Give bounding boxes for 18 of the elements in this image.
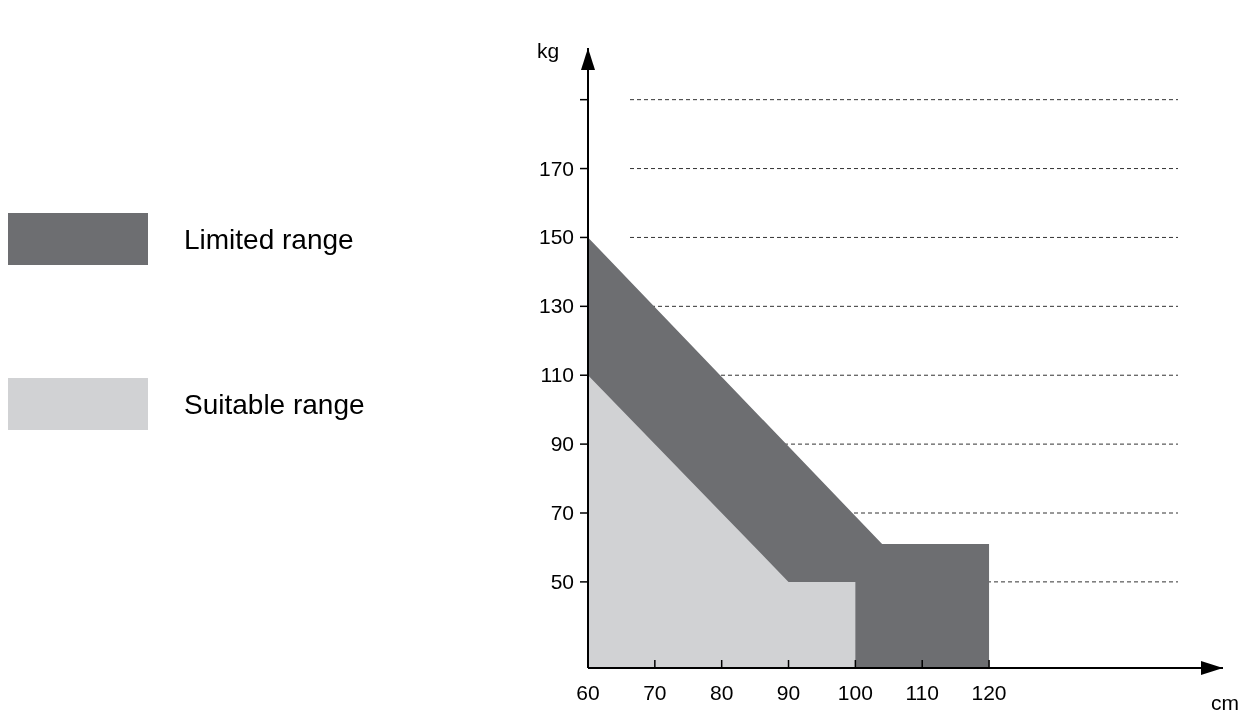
- x-tick-label: 60: [576, 681, 600, 704]
- x-tick-label: 90: [776, 681, 801, 704]
- legend-label: Suitable range: [184, 389, 365, 420]
- y-tick-label: 70: [550, 501, 574, 524]
- x-tick-label: 100: [837, 681, 873, 704]
- x-tick-label: 110: [905, 681, 939, 704]
- x-tick-label: 80: [710, 681, 734, 704]
- y-tick-label: 90: [550, 432, 574, 456]
- y-tick-label: 50: [550, 569, 574, 593]
- y-tick-label: 130: [538, 294, 574, 318]
- y-tick-label: 170: [538, 156, 574, 180]
- x-tick-label: 120: [971, 681, 1007, 704]
- y-axis-title: kg: [536, 39, 560, 62]
- x-tick-label: 70: [643, 681, 667, 704]
- y-tick-label: 150: [538, 225, 574, 249]
- y-tick-label: 110: [540, 363, 574, 387]
- legend-label: Limited range: [184, 224, 354, 255]
- x-axis-title: cm: [1211, 691, 1239, 714]
